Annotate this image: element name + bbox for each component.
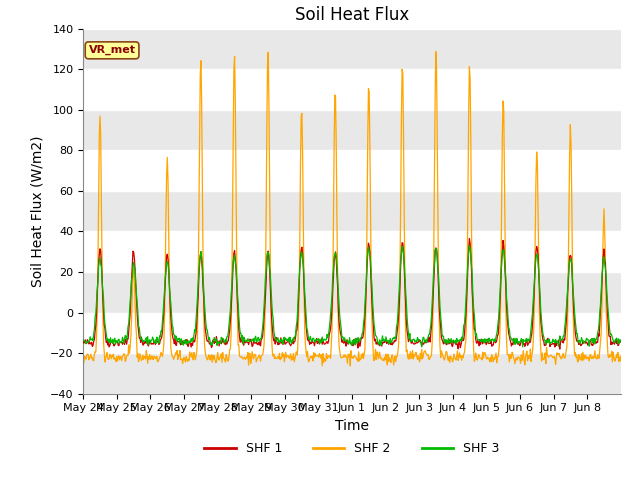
X-axis label: Time: Time: [335, 419, 369, 433]
Bar: [83, 272, 621, 312]
Bar: [83, 110, 621, 150]
Title: Soil Heat Flux: Soil Heat Flux: [295, 6, 409, 24]
Bar: [83, 353, 621, 394]
Y-axis label: Soil Heat Flux (W/m2): Soil Heat Flux (W/m2): [31, 135, 44, 287]
Bar: [83, 29, 621, 69]
Text: VR_met: VR_met: [88, 45, 136, 56]
Legend: SHF 1, SHF 2, SHF 3: SHF 1, SHF 2, SHF 3: [199, 437, 505, 460]
Bar: [83, 191, 621, 231]
